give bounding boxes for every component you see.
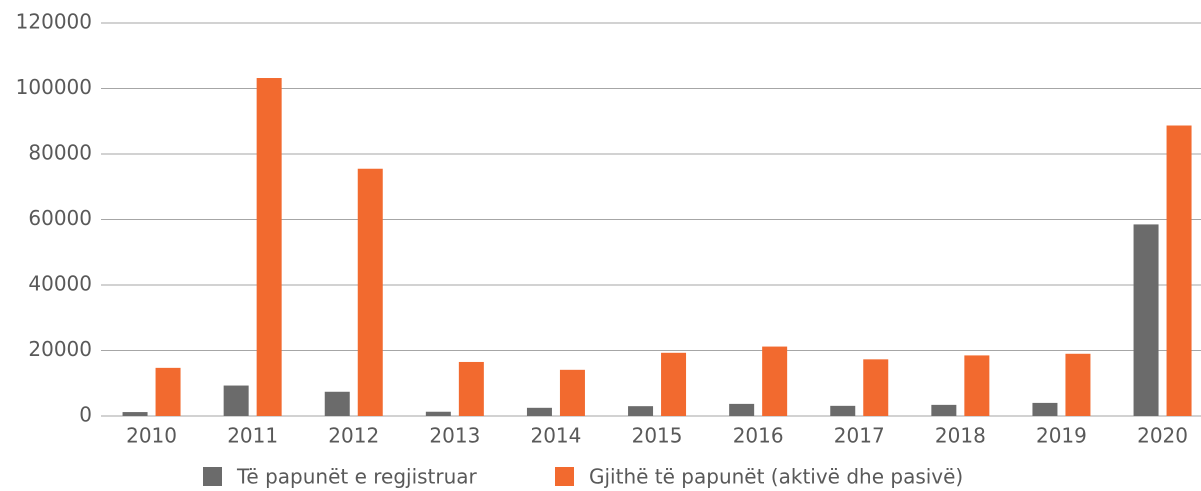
- x-tick-label: 2011: [227, 424, 278, 448]
- x-tick-label: 2012: [328, 424, 379, 448]
- y-tick-label: 60000: [28, 206, 92, 230]
- x-tick-label: 2020: [1137, 424, 1188, 448]
- legend-label: Të papunët e regjistruar: [236, 465, 478, 489]
- bar: [1065, 353, 1091, 416]
- x-tick-label: 2016: [733, 424, 784, 448]
- bar: [458, 361, 484, 416]
- x-tick-label: 2018: [935, 424, 986, 448]
- bar: [1032, 402, 1058, 416]
- y-tick-label: 0: [79, 403, 92, 427]
- x-tick-label: 2017: [834, 424, 885, 448]
- legend-swatch: [203, 467, 222, 486]
- bar: [256, 78, 282, 417]
- bar: [964, 355, 990, 416]
- bar: [559, 369, 585, 416]
- bar: [830, 405, 856, 416]
- x-tick-label: 2019: [1036, 424, 1087, 448]
- bar: [628, 406, 654, 416]
- bar: [729, 403, 755, 416]
- bar: [425, 411, 451, 416]
- bar: [526, 407, 552, 416]
- x-tick-label: 2010: [126, 424, 177, 448]
- bar: [324, 391, 350, 416]
- legend-swatch: [555, 467, 574, 486]
- bar: [661, 352, 687, 416]
- bar: [155, 367, 181, 416]
- bar: [931, 404, 957, 416]
- y-tick-label: 120000: [16, 10, 92, 34]
- y-tick-label: 20000: [28, 337, 92, 361]
- bar: [357, 168, 383, 416]
- legend-label: Gjithë të papunët (aktivë dhe pasivë): [589, 465, 963, 489]
- x-tick-label: 2015: [632, 424, 683, 448]
- bar: [1133, 224, 1159, 416]
- y-tick-label: 100000: [16, 75, 92, 99]
- x-tick-label: 2013: [429, 424, 480, 448]
- y-tick-label: 80000: [28, 141, 92, 165]
- bar: [223, 385, 249, 416]
- y-tick-label: 40000: [28, 272, 92, 296]
- bar: [122, 412, 148, 416]
- x-tick-label: 2014: [530, 424, 581, 448]
- bar: [762, 346, 788, 416]
- bar: [1166, 125, 1192, 416]
- bar: [863, 359, 889, 416]
